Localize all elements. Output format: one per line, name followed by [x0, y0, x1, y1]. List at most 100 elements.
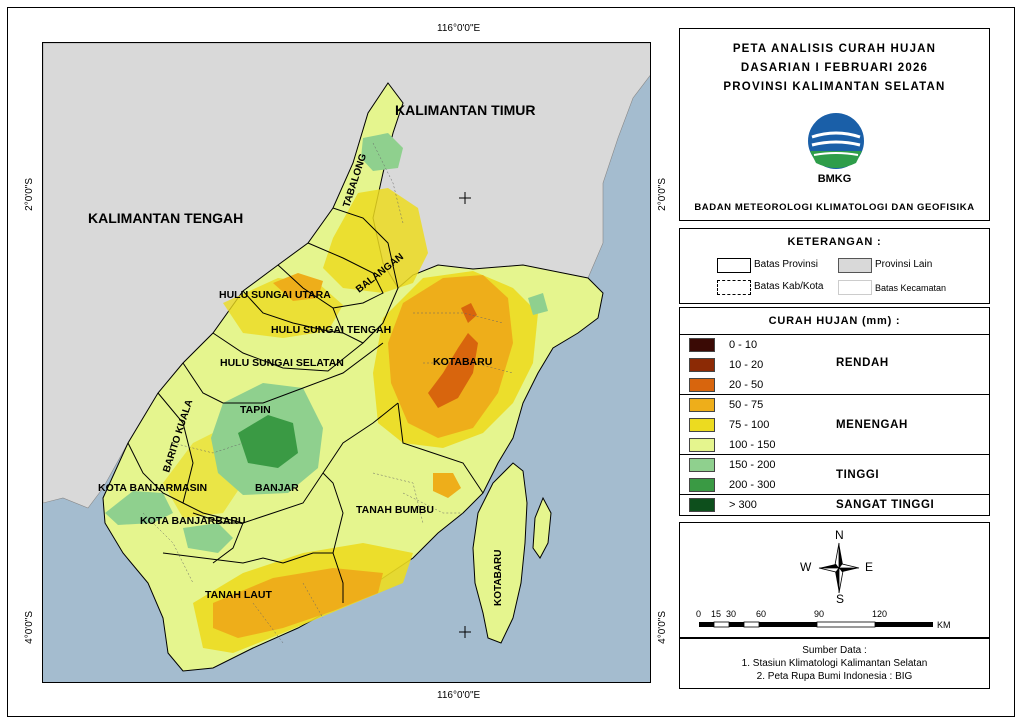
bmkg-logo-icon — [808, 113, 864, 169]
label-banjar: BANJAR — [255, 482, 299, 494]
district-boundaries — [142, 142, 514, 644]
zone-20-50-peak — [461, 303, 477, 323]
label-kota-banjarmasin: KOTA BANJARMASIN — [98, 482, 207, 494]
legend-swatch — [689, 418, 715, 432]
legend-label: 10 - 20 — [729, 359, 764, 371]
zone-50-75-tanahlaut — [213, 568, 383, 638]
label-hsu: HULU SUNGAI UTARA — [219, 289, 331, 301]
category-rendah: RENDAH — [836, 357, 889, 369]
zone-200-300-tapin — [238, 415, 298, 468]
legend-label: 0 - 10 — [729, 339, 758, 351]
category-menengah: MENENGAH — [836, 419, 908, 431]
label-hss: HULU SUNGAI SELATAN — [220, 357, 344, 369]
batas-provinsi-symbol — [717, 258, 751, 273]
legend-swatch — [689, 358, 715, 372]
zone-50-75-small — [433, 473, 461, 498]
bmkg-logo-text: BMKG — [817, 173, 852, 185]
legend-swatch — [689, 458, 715, 472]
north-arrow-icon — [818, 542, 860, 594]
source-line2: 2. Peta Rupa Bumi Indonesia : BIG — [756, 671, 913, 682]
label-tanah-laut: TANAH LAUT — [205, 589, 272, 601]
legend-swatch — [689, 398, 715, 412]
coord-left-top: 2°0'0"S — [24, 178, 35, 211]
category-tinggi: TINGGI — [836, 469, 880, 481]
scale-tick-label: 15 — [711, 609, 722, 619]
compass-w-label: W — [800, 560, 812, 574]
label-tanah-bumbu: TANAH BUMBU — [356, 504, 434, 516]
label-kaltim: KALIMANTAN TIMUR — [395, 102, 536, 118]
legend-label: 200 - 300 — [729, 479, 776, 491]
legend-label: 50 - 75 — [729, 399, 764, 411]
scale-tick-label: 30 — [726, 609, 737, 619]
zone-150-200-banjarbaru — [183, 523, 233, 553]
map-sheet-frame — [7, 7, 1015, 717]
scale-tick-label: 90 — [814, 609, 825, 619]
legend-label: 20 - 50 — [729, 379, 764, 391]
legend-swatch — [689, 498, 715, 512]
coord-right-bottom: 4°0'0"S — [657, 611, 668, 644]
zone-20-50-kotabaru — [428, 333, 478, 408]
label-tapin: TAPIN — [240, 404, 271, 416]
source-line1: 1. Stasiun Klimatologi Kalimantan Selata… — [741, 658, 928, 669]
legend-divider-menengah — [680, 454, 989, 455]
legend-divider-rendah — [680, 394, 989, 395]
coord-right-top: 2°0'0"S — [657, 178, 668, 211]
legend-swatch — [689, 478, 715, 492]
batas-kab-label: Batas Kab/Kota — [754, 281, 824, 292]
label-kota-banjarbaru: KOTA BANJARBARU — [140, 515, 246, 527]
coord-top: 116°0'0"E — [437, 23, 481, 34]
compass-s-label: S — [836, 592, 845, 606]
legend-swatch — [689, 338, 715, 352]
zone-150-200-tabalong — [361, 133, 403, 171]
keterangan-title: KETERANGAN : — [787, 236, 882, 248]
legend-label: 75 - 100 — [729, 419, 770, 431]
title-panel: PETA ANALISIS CURAH HUJAN DASARIAN I FEB… — [679, 28, 990, 221]
scale-unit: KM — [937, 620, 951, 630]
sebuku-island — [532, 496, 552, 559]
agency-name: BADAN METEOROLOGI KLIMATOLOGI DAN GEOFIS… — [694, 202, 975, 213]
batas-provinsi-label: Batas Provinsi — [754, 259, 818, 270]
legend-label: 150 - 200 — [729, 459, 776, 471]
label-hst: HULU SUNGAI TENGAH — [271, 324, 391, 336]
batas-kab-symbol — [717, 280, 751, 295]
map-canvas: KALIMANTAN TIMUR KALIMANTAN TENGAH TABAL… — [43, 43, 650, 672]
regency-boundaries — [127, 207, 484, 603]
map-title-line3: PROVINSI KALIMANTAN SELATAN — [723, 81, 946, 93]
graticule-crosses — [459, 192, 471, 638]
zone-150-200-banjarmasin — [105, 491, 173, 525]
legend-title: CURAH HUJAN (mm) : — [768, 315, 901, 327]
rainfall-map[interactable]: KALIMANTAN TIMUR KALIMANTAN TENGAH TABAL… — [42, 42, 651, 683]
map-title-line2: DASARIAN I FEBRUARI 2026 — [740, 62, 929, 74]
source-title: Sumber Data : — [802, 645, 867, 656]
scale-tick-label: 60 — [756, 609, 767, 619]
scale-tick-label: 0 — [696, 609, 702, 619]
keterangan-panel: KETERANGAN : Batas Provinsi Provinsi Lai… — [679, 228, 990, 304]
compass-scale-panel: N E S W 0 15 30 60 90 120 KM — [679, 522, 990, 638]
zone-75-100-north — [323, 188, 428, 293]
compass-n-label: N — [835, 528, 844, 542]
zone-50-75-hsu — [273, 273, 323, 301]
legend-swatch — [689, 438, 715, 452]
scale-bar — [699, 621, 933, 628]
coord-bottom: 116°0'0"E — [437, 690, 481, 701]
compass-e-label: E — [865, 560, 874, 574]
coord-left-bottom: 4°0'0"S — [24, 611, 35, 644]
rainfall-legend-panel: CURAH HUJAN (mm) : 0 - 10 10 - 20 20 - 50 5… — [679, 307, 990, 516]
batas-kecamatan-label: Batas Kecamatan — [875, 283, 947, 293]
provinsi-lain-label: Provinsi Lain — [875, 259, 933, 270]
zone-150-200-east — [528, 293, 548, 315]
zone-50-75-kotabaru — [388, 275, 513, 438]
scale-tick-label: 120 — [872, 609, 888, 619]
legend-swatch — [689, 378, 715, 392]
batas-kecamatan-symbol — [838, 280, 872, 295]
map-title-line1: PETA ANALISIS CURAH HUJAN — [732, 43, 937, 55]
category-sangat-tinggi: SANGAT TINGGI — [836, 499, 935, 511]
label-kotabaru-island: KOTABARU — [493, 550, 504, 606]
label-kalteng: KALIMANTAN TENGAH — [88, 210, 243, 226]
legend-label: > 300 — [729, 499, 757, 511]
pulau-laut-island — [472, 462, 528, 644]
legend-divider — [680, 334, 989, 335]
source-panel: Sumber Data : 1. Stasiun Klimatologi Kal… — [679, 638, 990, 689]
province-mainland — [102, 82, 604, 672]
provinsi-lain-symbol — [838, 258, 872, 273]
